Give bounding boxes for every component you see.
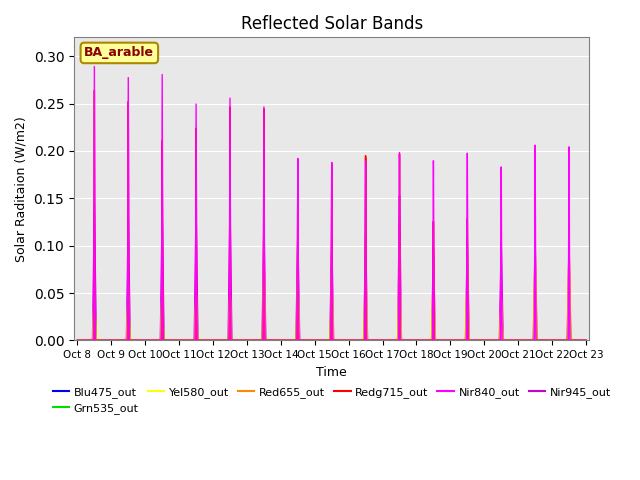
Blu475_out (182, 337, 190, 343)
Blu475_out (582, 337, 590, 343)
Nir945_out (264, 337, 271, 343)
Y-axis label: Solar Raditaion (W/m2): Solar Raditaion (W/m2) (15, 116, 28, 262)
Nir945_out (582, 337, 590, 343)
Blu475_out (402, 337, 410, 343)
Nir840_out (580, 337, 588, 343)
Redg715_out (74, 337, 81, 343)
Yel580_out (74, 337, 81, 343)
Line: Grn535_out: Grn535_out (77, 266, 586, 340)
Redg715_out (158, 138, 166, 144)
Blu475_out (264, 337, 272, 343)
Yel580_out (396, 235, 403, 241)
Redg715_out (182, 337, 190, 343)
Title: Reflected Solar Bands: Reflected Solar Bands (241, 15, 423, 33)
Red655_out (362, 235, 369, 241)
Nir840_out (74, 337, 81, 343)
Blu475_out (474, 337, 482, 343)
Redg715_out (264, 337, 272, 343)
Redg715_out (474, 337, 482, 343)
Grn535_out (264, 337, 272, 343)
Grn535_out (582, 337, 590, 343)
Yel580_out (182, 337, 190, 343)
Nir945_out (177, 337, 185, 343)
Redg715_out (177, 337, 185, 343)
Red655_out (580, 337, 588, 343)
Redg715_out (580, 337, 588, 343)
Legend: Blu475_out, Grn535_out, Yel580_out, Red655_out, Redg715_out, Nir840_out, Nir945_: Blu475_out, Grn535_out, Yel580_out, Red6… (48, 383, 615, 419)
Red655_out (582, 337, 590, 343)
Blu475_out (74, 337, 81, 343)
X-axis label: Time: Time (316, 366, 347, 379)
Nir945_out (74, 337, 81, 343)
Blu475_out (177, 337, 185, 343)
Yel580_out (474, 337, 482, 343)
Red655_out (402, 337, 410, 343)
Line: Nir945_out: Nir945_out (77, 195, 586, 340)
Text: BA_arable: BA_arable (84, 47, 154, 60)
Blu475_out (580, 337, 588, 343)
Yel580_out (580, 337, 588, 343)
Line: Red655_out: Red655_out (77, 238, 586, 340)
Nir840_out (264, 337, 272, 343)
Grn535_out (260, 263, 268, 269)
Nir840_out (474, 337, 482, 343)
Nir945_out (396, 192, 403, 198)
Red655_out (182, 337, 190, 343)
Nir945_out (402, 337, 410, 343)
Redg715_out (582, 337, 590, 343)
Yel580_out (402, 337, 410, 343)
Redg715_out (402, 337, 410, 343)
Nir840_out (182, 337, 190, 343)
Blu475_out (260, 296, 268, 301)
Nir840_out (177, 337, 185, 343)
Yel580_out (177, 337, 185, 343)
Grn535_out (402, 337, 410, 343)
Grn535_out (177, 337, 185, 343)
Yel580_out (582, 337, 590, 343)
Red655_out (74, 337, 81, 343)
Red655_out (474, 337, 482, 343)
Line: Redg715_out: Redg715_out (77, 141, 586, 340)
Yel580_out (264, 337, 271, 343)
Nir945_out (474, 337, 482, 343)
Grn535_out (580, 337, 588, 343)
Nir840_out (90, 64, 98, 70)
Nir840_out (402, 337, 410, 343)
Nir945_out (580, 337, 588, 343)
Line: Yel580_out: Yel580_out (77, 238, 586, 340)
Nir945_out (182, 337, 190, 343)
Grn535_out (474, 337, 482, 343)
Red655_out (264, 337, 271, 343)
Line: Blu475_out: Blu475_out (77, 299, 586, 340)
Grn535_out (182, 337, 190, 343)
Grn535_out (74, 337, 81, 343)
Line: Nir840_out: Nir840_out (77, 67, 586, 340)
Nir840_out (582, 337, 590, 343)
Red655_out (177, 337, 185, 343)
